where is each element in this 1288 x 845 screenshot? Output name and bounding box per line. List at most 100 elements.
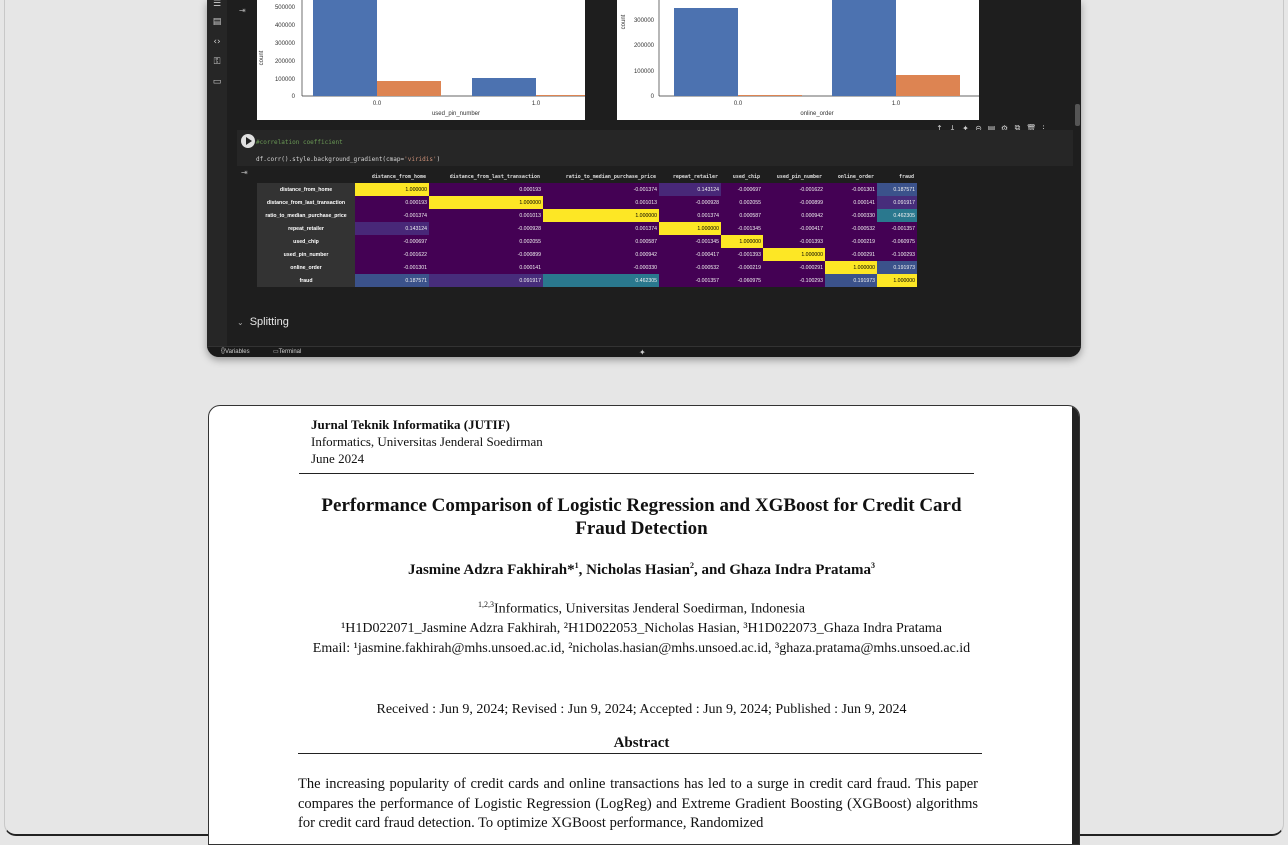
column-header: distance_from_home [371, 174, 426, 180]
gemini-icon[interactable]: ✦ [962, 123, 969, 133]
table-row: distance_from_home 1.000000 0.000193 -0.001… [257, 183, 917, 196]
more-icon[interactable]: ⋮ [1039, 123, 1048, 133]
abstract-heading: Abstract [613, 735, 670, 751]
y-tick: 300000 [634, 18, 655, 24]
table-cell: 1.000000 [763, 248, 825, 261]
move-up-icon[interactable]: ↑ [936, 123, 943, 133]
table-cell: -0.000928 [429, 222, 543, 235]
table-cell: -0.000899 [763, 196, 825, 209]
correlation-table: distance_from_home distance_from_last_tra… [257, 171, 917, 287]
key-icon[interactable]: ⚿ [213, 57, 221, 67]
code-cell[interactable] [237, 130, 1073, 166]
y-tick: 0 [651, 94, 655, 100]
x-tick: 0.0 [734, 101, 743, 107]
table-cell: -0.000417 [763, 222, 825, 235]
column-header: used_pin_number [776, 174, 822, 180]
table-cell: 0.000193 [429, 183, 543, 196]
abstract-body: The increasing popularity of credit card… [298, 776, 978, 831]
table-row: fraud 0.187571 0.091917 0.462305 -0.001357 -0… [257, 274, 917, 287]
column-header: ratio_to_median_purchase_price [565, 174, 656, 180]
table-cell: 0.000193 [355, 196, 429, 209]
column-header: fraud [898, 174, 914, 180]
x-axis-label: online_order [800, 111, 833, 117]
paper-affiliations: 1,2,3Informatics, Universitas Jenderal S… [299, 595, 984, 658]
table-cell: -0.000697 [721, 183, 763, 196]
table-cell: 0.002055 [721, 196, 763, 209]
bar-online0-nonfraud [674, 8, 738, 96]
x-tick: 1.0 [532, 101, 541, 107]
chevron-down-icon[interactable]: ⌄ [237, 318, 244, 327]
table-cell: 0.191973 [877, 261, 917, 274]
table-cell: 0.001013 [543, 196, 659, 209]
code-editor[interactable]: #correlation coefficient df.corr().style… [256, 134, 440, 168]
y-axis-label: count [621, 14, 627, 29]
table-row: repeat_retailer 0.143124 -0.000928 0.001374… [257, 222, 917, 235]
status-bar: {} Variables ▭ Terminal ✦ [207, 346, 1081, 357]
row-header: used_chip [257, 235, 355, 248]
table-cell: 0.002055 [429, 235, 543, 248]
output-toggle-icon[interactable]: ⇥ [239, 6, 246, 15]
x-axis-label: used_pin_number [432, 111, 480, 117]
gemini-spark-icon[interactable]: ✦ [639, 348, 646, 357]
table-cell: -0.000219 [825, 235, 877, 248]
y-tick: 100000 [634, 69, 655, 75]
table-cell: -0.001301 [355, 261, 429, 274]
y-tick: 300000 [275, 41, 296, 47]
delete-icon[interactable]: 🗑 [1026, 123, 1037, 133]
table-cell: 0.462305 [543, 274, 659, 287]
y-tick: 100000 [275, 77, 296, 83]
mirror-icon[interactable]: ⧉ [1014, 123, 1021, 132]
table-cell: 1.000000 [721, 235, 763, 248]
table-row: used_chip -0.000697 0.002055 0.000587 -0.001… [257, 235, 917, 248]
countplot-online-order: count 300000 200000 100000 0 0.0 1.0 onl… [617, 0, 979, 120]
bar-pin0-nonfraud [313, 0, 377, 96]
table-cell: 0.001374 [543, 222, 659, 235]
bar-online1-nonfraud [832, 0, 896, 96]
table-cell: -0.100293 [877, 248, 917, 261]
settings-icon[interactable]: ⚙ [1000, 123, 1009, 133]
table-cell: 1.000000 [429, 196, 543, 209]
table-cell: -0.000697 [355, 235, 429, 248]
terminal-button[interactable]: ▭ Terminal [273, 349, 302, 355]
table-cell: -0.001374 [543, 183, 659, 196]
column-header: online_order [837, 174, 874, 180]
y-tick: 200000 [275, 59, 296, 65]
table-cell: -0.001345 [721, 222, 763, 235]
list-icon[interactable]: ☰ [212, 0, 222, 9]
x-tick: 0.0 [373, 101, 382, 107]
code-icon[interactable]: ‹› [213, 37, 221, 47]
bar-online1-fraud [896, 75, 960, 96]
table-cell: 1.000000 [543, 209, 659, 222]
table-cell: 0.191973 [825, 274, 877, 287]
variables-button[interactable]: {} Variables [221, 348, 250, 355]
abstract-rule [298, 753, 982, 754]
file-icon[interactable]: ▤ [212, 17, 222, 27]
row-header: repeat_retailer [257, 222, 355, 235]
scrollbar-thumb[interactable] [1075, 104, 1080, 126]
comment-icon[interactable]: ▤ [987, 123, 996, 133]
y-tick: 500000 [275, 5, 296, 11]
table-cell: -0.001622 [355, 248, 429, 261]
table-cell: -0.000899 [429, 248, 543, 261]
table-row: used_pin_number -0.001622 -0.000899 0.00094… [257, 248, 917, 261]
corner-cell [257, 171, 355, 183]
link-icon[interactable]: ⊝ [975, 123, 982, 133]
table-cell: 0.000141 [429, 261, 543, 274]
bar-pin1-nonfraud [472, 78, 536, 96]
output-menu-icon[interactable]: ⇥ [241, 168, 248, 177]
table-cell: -0.001357 [659, 274, 721, 287]
table-cell: 0.000587 [721, 209, 763, 222]
y-tick: 400000 [275, 23, 296, 29]
table-cell: -0.001357 [877, 222, 917, 235]
journal-header: Jurnal Teknik Informatika (JUTIF) Inform… [311, 416, 543, 467]
table-row: online_order -0.001301 0.000141 -0.000330 -0… [257, 261, 917, 274]
run-cell-button[interactable] [241, 134, 255, 148]
table-row: distance_from_last_transaction 0.000193 1.… [257, 196, 917, 209]
row-header: online_order [257, 261, 355, 274]
section-splitting[interactable]: ⌄ Splitting [237, 316, 289, 328]
folder-icon[interactable]: ▭ [212, 77, 222, 87]
table-cell: 0.091917 [429, 274, 543, 287]
move-down-icon[interactable]: ↓ [949, 123, 956, 133]
table-cell: -0.060975 [877, 235, 917, 248]
code-comment: #correlation coefficient [256, 139, 343, 146]
